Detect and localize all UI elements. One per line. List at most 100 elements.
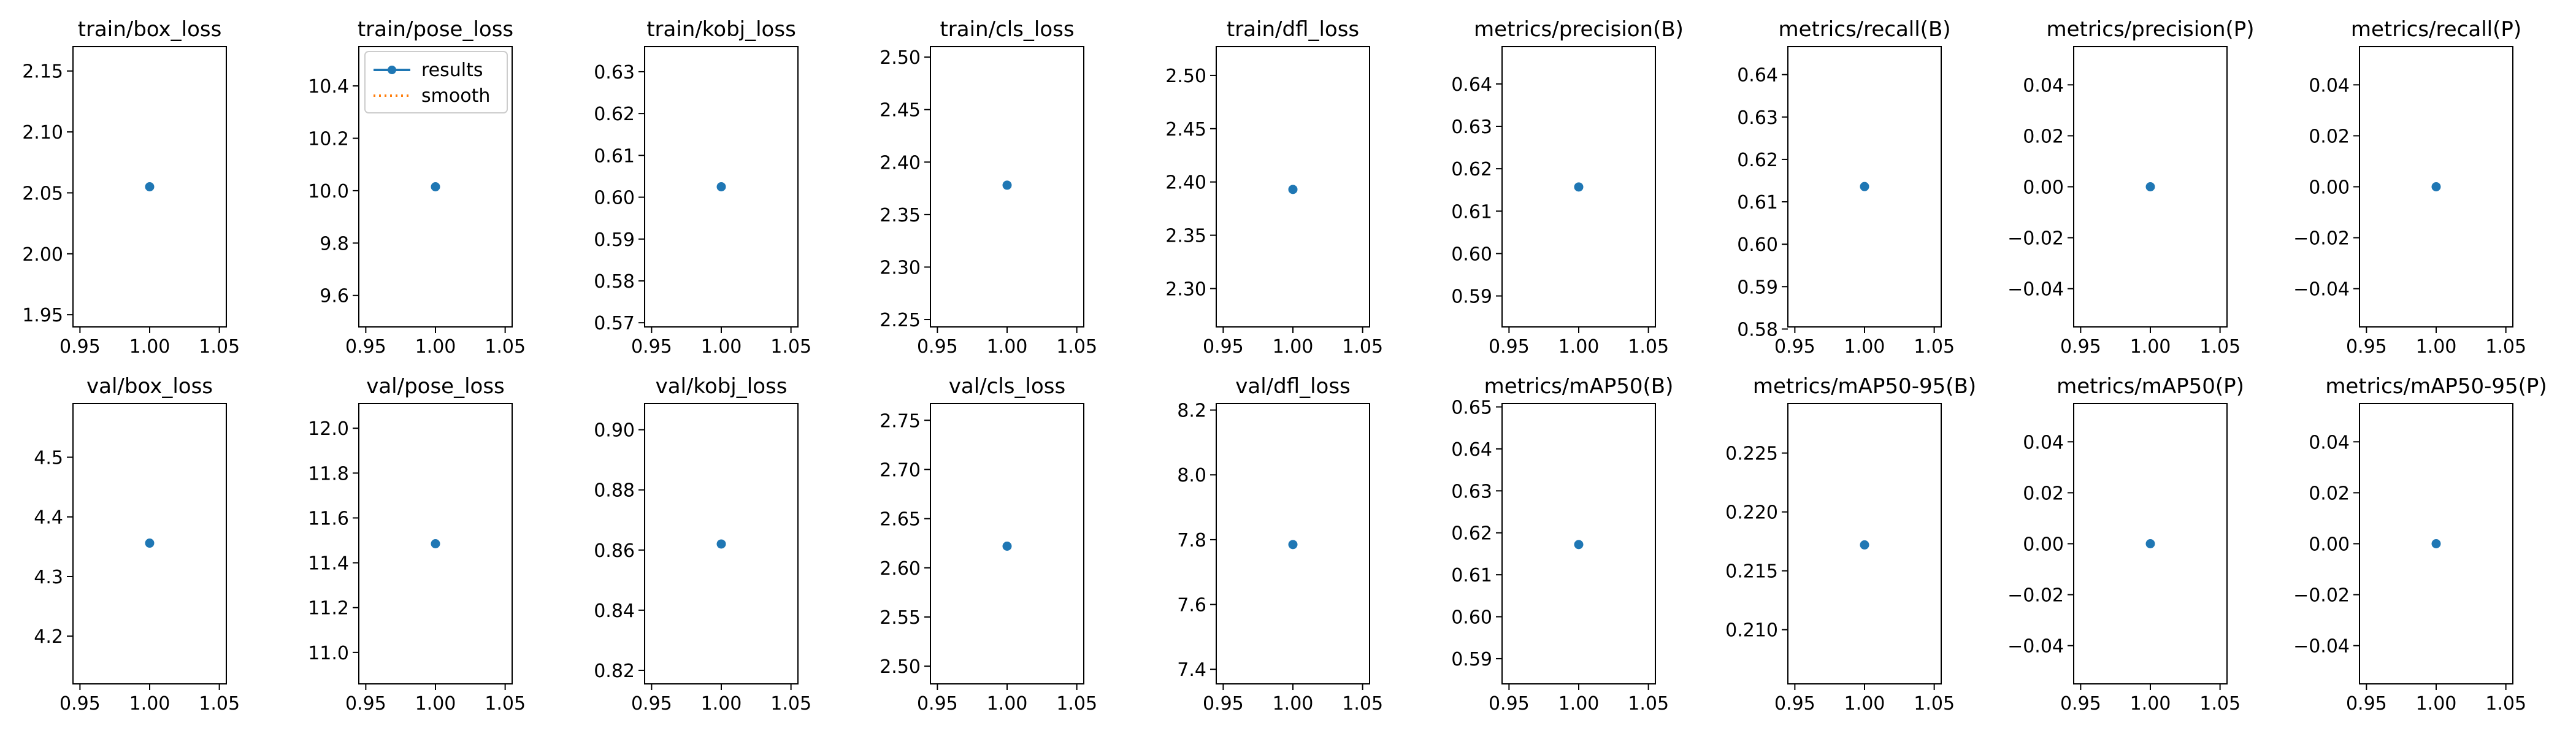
y-tick-label: 11.0 bbox=[308, 643, 349, 664]
y-tick-label: 0.63 bbox=[1451, 481, 1492, 502]
x-tick-label: 1.05 bbox=[1056, 336, 1097, 358]
x-tick-label: 0.95 bbox=[1774, 693, 1815, 715]
subplot-metrics-precision-p: metrics/precision(P) 0.95 1.00 1.05 −0.04 −0.… bbox=[2007, 17, 2254, 358]
legend-label-smooth: smooth bbox=[421, 85, 490, 107]
subplot-metrics-recall-b: metrics/recall(B) 0.95 1.00 1.05 0.58 0.59 0.6… bbox=[1737, 17, 1955, 358]
y-tick-label: 0.04 bbox=[2023, 75, 2064, 96]
subplot-title: val/pose_loss bbox=[366, 374, 505, 399]
subplot-train-pose-loss: train/pose_loss 0.95 1.00 1.05 9.6 9.8 10.0 10.… bbox=[308, 17, 526, 358]
y-tick-label: 2.40 bbox=[880, 152, 921, 174]
y-tick-label: 7.8 bbox=[1177, 530, 1206, 551]
y-tick-label: 0.00 bbox=[2023, 177, 2064, 199]
subplot-train-box-loss: train/box_loss 0.95 1.00 1.05 1.95 2.00 2.05 2.… bbox=[22, 17, 240, 358]
y-tick-label: 0.61 bbox=[1737, 192, 1778, 213]
x-tick-label: 0.95 bbox=[345, 336, 386, 358]
y-tick-label: 2.30 bbox=[1165, 278, 1206, 300]
y-tick-label: 4.2 bbox=[34, 626, 63, 648]
y-tick-label: 2.15 bbox=[22, 61, 63, 83]
y-tick-label: 0.220 bbox=[1725, 502, 1778, 524]
y-tick-label: 2.45 bbox=[880, 100, 921, 121]
y-tick-label: 2.35 bbox=[1165, 226, 1206, 247]
data-point-results bbox=[1860, 540, 1869, 550]
x-tick-label: 0.95 bbox=[59, 336, 101, 358]
x-tick-label: 0.95 bbox=[2346, 336, 2387, 358]
subplot-title: metrics/recall(B) bbox=[1778, 17, 1950, 42]
subplot-metrics-map50-95-p: metrics/mAP50-95(P) 0.95 1.00 1.05 −0.04 −0.0… bbox=[2293, 374, 2547, 715]
legend: results smooth bbox=[364, 51, 508, 113]
x-tick-label: 0.95 bbox=[59, 693, 101, 715]
y-tick-label: 0.00 bbox=[2023, 534, 2064, 556]
y-tick-label: 0.61 bbox=[1451, 201, 1492, 223]
x-tick-label: 1.05 bbox=[2199, 336, 2241, 358]
y-tick-label: 0.57 bbox=[594, 313, 635, 334]
x-tick-label: 1.00 bbox=[129, 336, 171, 358]
data-point-results bbox=[2431, 539, 2441, 548]
y-tick-label: 2.35 bbox=[880, 205, 921, 226]
x-tick-label: 0.95 bbox=[1489, 336, 1530, 358]
y-tick-label: 0.04 bbox=[2023, 432, 2064, 453]
y-tick-label: 0.02 bbox=[2309, 483, 2350, 504]
subplot-title: val/kobj_loss bbox=[656, 374, 788, 399]
y-tick-label: 2.75 bbox=[880, 410, 921, 432]
y-tick-label: 11.6 bbox=[308, 508, 349, 529]
y-tick-label: 0.82 bbox=[594, 661, 635, 682]
y-tick-label: 0.210 bbox=[1725, 620, 1778, 642]
x-tick-label: 1.00 bbox=[987, 336, 1028, 358]
y-tick-label: 2.50 bbox=[880, 656, 921, 678]
x-tick-label: 1.05 bbox=[1914, 336, 1955, 358]
x-tick-label: 1.00 bbox=[1558, 693, 1600, 715]
subplot-train-dfl-loss: train/dfl_loss 0.95 1.00 1.05 2.30 2.35 2.40 2.… bbox=[1165, 17, 1383, 358]
x-tick-label: 0.95 bbox=[345, 693, 386, 715]
x-tick-label: 1.05 bbox=[485, 336, 526, 358]
y-tick-label: 2.10 bbox=[22, 122, 63, 144]
y-tick-label: −0.04 bbox=[2007, 636, 2064, 657]
subplot-val-cls-loss: val/cls_loss 0.95 1.00 1.05 2.50 2.55 2.60 2.65… bbox=[880, 374, 1097, 715]
subplot-title: metrics/mAP50-95(P) bbox=[2325, 374, 2547, 399]
subplot-metrics-map50-b: metrics/mAP50(B) 0.95 1.00 1.05 0.59 0.60 0.61… bbox=[1451, 374, 1673, 715]
data-point-results bbox=[431, 182, 440, 191]
subplot-title: metrics/precision(P) bbox=[2046, 17, 2254, 42]
x-tick-label: 1.00 bbox=[1558, 336, 1600, 358]
legend-results-marker bbox=[388, 66, 396, 74]
y-tick-label: 8.0 bbox=[1177, 465, 1206, 486]
data-point-results bbox=[2431, 182, 2441, 191]
x-tick-label: 1.00 bbox=[1273, 336, 1314, 358]
data-point-results bbox=[1002, 180, 1012, 190]
y-tick-label: 0.63 bbox=[594, 62, 635, 83]
y-tick-label: 10.0 bbox=[308, 181, 349, 202]
subplot-title: val/box_loss bbox=[86, 374, 213, 399]
x-tick-label: 1.05 bbox=[1342, 336, 1383, 358]
y-tick-label: −0.04 bbox=[2293, 636, 2350, 657]
y-tick-label: 0.60 bbox=[1451, 607, 1492, 629]
subplot-val-dfl-loss: val/dfl_loss 0.95 1.00 1.05 7.4 7.6 7.8 8.0 8.2 bbox=[1177, 374, 1383, 715]
x-tick-label: 0.95 bbox=[917, 693, 958, 715]
x-tick-label: 0.95 bbox=[631, 336, 672, 358]
data-point-results bbox=[2145, 182, 2155, 191]
subplot-title: val/cls_loss bbox=[949, 374, 1065, 399]
subplot-metrics-precision-b: metrics/precision(B) 0.95 1.00 1.05 0.59 0.60… bbox=[1451, 17, 1684, 358]
x-tick-label: 0.95 bbox=[631, 693, 672, 715]
x-tick-label: 1.00 bbox=[987, 693, 1028, 715]
y-tick-label: 0.88 bbox=[594, 480, 635, 502]
y-tick-label: 2.50 bbox=[880, 47, 921, 69]
subplot-metrics-map50-95-b: metrics/mAP50-95(B) 0.95 1.00 1.05 0.210 0.21… bbox=[1725, 374, 1976, 715]
y-tick-label: 2.50 bbox=[1165, 66, 1206, 87]
subplot-train-cls-loss: train/cls_loss 0.95 1.00 1.05 2.25 2.30 2.35 2.… bbox=[880, 17, 1097, 358]
data-point-results bbox=[716, 539, 726, 549]
y-tick-label: 0.02 bbox=[2309, 126, 2350, 147]
x-tick-label: 1.00 bbox=[2130, 693, 2171, 715]
y-tick-label: −0.02 bbox=[2293, 228, 2350, 250]
x-tick-label: 1.05 bbox=[1628, 336, 1669, 358]
y-tick-label: 0.61 bbox=[1451, 565, 1492, 586]
y-tick-label: 10.4 bbox=[308, 76, 349, 98]
y-tick-label: −0.04 bbox=[2007, 279, 2064, 301]
y-tick-label: 0.60 bbox=[1451, 243, 1492, 265]
y-tick-label: 11.4 bbox=[308, 553, 349, 575]
y-tick-label: 0.58 bbox=[594, 271, 635, 293]
y-tick-label: 4.3 bbox=[34, 567, 63, 588]
y-tick-label: 0.64 bbox=[1737, 65, 1778, 86]
y-tick-label: 10.2 bbox=[308, 128, 349, 150]
x-tick-label: 1.00 bbox=[1844, 336, 1885, 358]
subplot-metrics-recall-p: metrics/recall(P) 0.95 1.00 1.05 −0.04 −0.02 0… bbox=[2293, 17, 2526, 358]
x-tick-label: 1.00 bbox=[1273, 693, 1314, 715]
